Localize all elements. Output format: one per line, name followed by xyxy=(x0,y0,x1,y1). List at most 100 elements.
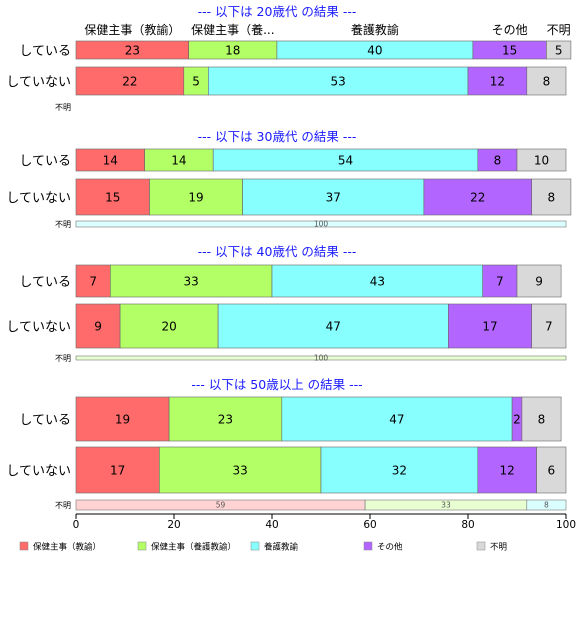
data-label: 8 xyxy=(543,75,551,89)
bar-segment xyxy=(75,220,567,228)
row-label: している xyxy=(19,413,71,428)
data-label: 8 xyxy=(494,154,502,168)
legend-label: 保健主事（教諭） xyxy=(33,542,101,553)
data-label: 9 xyxy=(535,275,543,289)
data-label: 8 xyxy=(538,413,546,427)
x-tick-label: 20 xyxy=(167,519,180,531)
data-label: 33 xyxy=(184,275,199,289)
bar-segment xyxy=(516,148,567,172)
data-label: 59 xyxy=(216,501,226,510)
bar-segment xyxy=(531,178,572,216)
data-label: 14 xyxy=(171,154,186,168)
bar-segment xyxy=(281,396,513,442)
data-label: 17 xyxy=(482,320,497,334)
legend-swatch xyxy=(476,541,486,551)
row-label: 不明 xyxy=(55,103,71,112)
bar-segment xyxy=(149,178,243,216)
row-label: していない xyxy=(6,464,71,479)
bar-segment xyxy=(531,303,567,349)
bar-segment xyxy=(119,303,219,349)
x-tick-label: 60 xyxy=(363,519,376,531)
data-label: 23 xyxy=(218,413,233,427)
bar-segment xyxy=(516,264,562,298)
legend-label: 保健主事（養護教諭） xyxy=(151,542,236,553)
data-label: 33 xyxy=(233,464,248,478)
data-label: 19 xyxy=(115,413,130,427)
row-label: していない xyxy=(6,320,71,335)
data-label: 6 xyxy=(547,464,555,478)
data-label: 12 xyxy=(500,464,515,478)
bar-segment xyxy=(526,66,567,96)
data-label: 2 xyxy=(513,413,521,427)
panel-title: --- 以下は 20歳代 の結果 --- xyxy=(198,4,357,19)
bar-segment xyxy=(536,446,567,494)
data-label: 33 xyxy=(441,501,451,510)
x-tick-label: 0 xyxy=(73,519,80,531)
data-label: 22 xyxy=(470,191,485,205)
row-label: 不明 xyxy=(55,501,71,510)
panel-title: --- 以下は 30歳代 の結果 --- xyxy=(198,129,357,144)
bar-segment xyxy=(526,499,567,511)
bar-segment xyxy=(448,303,532,349)
bar-segment xyxy=(159,446,322,494)
row-label: 不明 xyxy=(55,220,71,229)
column-header-label: その他 xyxy=(492,23,528,37)
legend-swatch xyxy=(363,541,373,551)
data-label: 8 xyxy=(544,501,549,510)
row-label: している xyxy=(19,44,71,59)
row-label: していない xyxy=(6,75,71,90)
data-label: 100 xyxy=(314,220,329,229)
data-label: 15 xyxy=(105,191,120,205)
data-label: 37 xyxy=(326,191,341,205)
bar-segment xyxy=(546,40,572,60)
data-label: 17 xyxy=(110,464,125,478)
data-label: 47 xyxy=(326,320,341,334)
data-label: 10 xyxy=(534,154,549,168)
bar-segment xyxy=(467,66,528,96)
legend-swatch xyxy=(19,541,29,551)
bar-segment xyxy=(217,303,449,349)
data-label: 54 xyxy=(338,154,353,168)
bar-segment xyxy=(75,66,185,96)
data-label: 18 xyxy=(225,44,240,58)
legend-label: 養護教諭 xyxy=(264,542,299,553)
bar-segment xyxy=(110,264,273,298)
column-header-label: 保健主事（養... xyxy=(191,22,274,37)
bar-segment xyxy=(521,396,562,442)
data-label: 43 xyxy=(370,275,385,289)
data-label: 7 xyxy=(496,275,504,289)
data-label: 14 xyxy=(103,154,118,168)
data-label: 47 xyxy=(389,413,404,427)
bar-segment xyxy=(271,264,483,298)
data-label: 32 xyxy=(392,464,407,478)
row-label: 不明 xyxy=(55,354,71,363)
bar-segment xyxy=(320,446,479,494)
legend-swatch xyxy=(137,541,147,551)
panel-title: --- 以下は 40歳代 の結果 --- xyxy=(198,244,357,259)
bar-segment xyxy=(242,178,425,216)
data-label: 7 xyxy=(545,320,553,334)
data-label: 12 xyxy=(490,75,505,89)
bar-segment xyxy=(482,264,518,298)
data-label: 9 xyxy=(94,320,102,334)
bar-segment xyxy=(75,355,567,361)
legend-swatch xyxy=(250,541,260,551)
legend-label: 不明 xyxy=(490,543,507,553)
data-label: 23 xyxy=(125,44,140,58)
bar-segment xyxy=(75,264,111,298)
column-header-label: 保健主事（教諭） xyxy=(84,22,180,37)
data-label: 53 xyxy=(331,75,346,89)
bar-segment xyxy=(75,446,160,494)
data-label: 100 xyxy=(314,354,329,363)
bar-segment xyxy=(208,66,469,96)
row-label: していない xyxy=(6,191,71,206)
data-label: 20 xyxy=(161,320,176,334)
x-tick-label: 80 xyxy=(461,519,474,531)
data-label: 40 xyxy=(367,44,382,58)
row-label: している xyxy=(19,275,71,290)
column-header-label: 養護教諭 xyxy=(351,22,399,37)
data-label: 5 xyxy=(192,75,200,89)
panel-title: --- 以下は 50歳以上 の結果 --- xyxy=(191,377,362,392)
row-label: している xyxy=(19,154,71,169)
